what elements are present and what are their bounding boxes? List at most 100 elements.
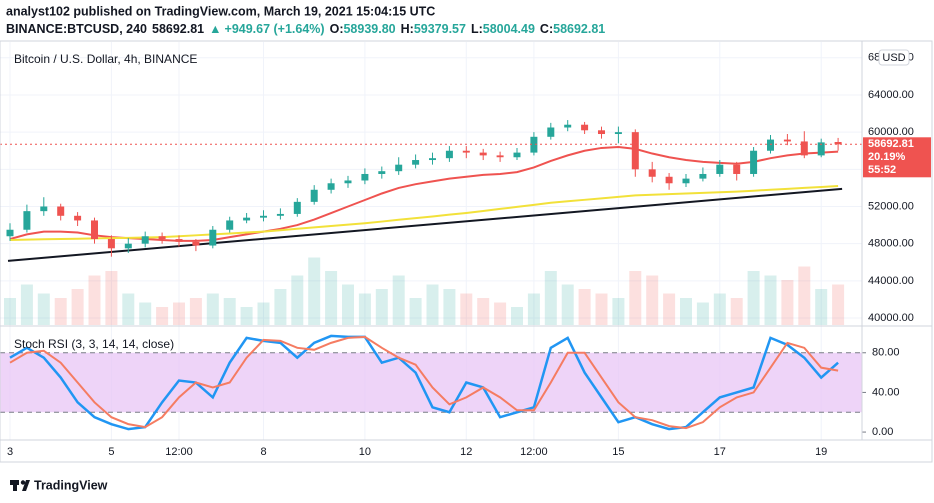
footer-logo (10, 480, 30, 491)
volume-bar (730, 298, 743, 325)
volume-bar (798, 266, 811, 325)
x-tick-label: 5 (108, 446, 114, 458)
volume-bar (342, 284, 354, 325)
candle-body (124, 243, 132, 249)
candle-body (243, 217, 251, 221)
volume-bar (696, 302, 709, 325)
volume-bar (680, 298, 692, 325)
ohlc-value: 58939.80 (343, 22, 395, 36)
candle-body (40, 206, 48, 212)
volume-bar (54, 298, 67, 325)
candle-body (834, 142, 842, 145)
x-tick-label: 10 (359, 446, 371, 458)
last: 58692.81 (152, 22, 204, 36)
change-arrow: ▲ (209, 22, 221, 36)
volume-bar (358, 293, 371, 325)
candle-body (107, 239, 115, 249)
candle-body (23, 211, 31, 230)
candle-body (699, 173, 707, 179)
currency: USD (882, 52, 905, 64)
candle-body (614, 132, 622, 135)
trendline (7, 187, 843, 262)
candle-body (6, 229, 14, 237)
candle-body (733, 164, 741, 174)
candle-body (648, 169, 656, 177)
countdown: 55:52 (868, 164, 896, 176)
candle-body (327, 183, 335, 190)
candle-body (158, 236, 166, 240)
y-tick-label: 40000.00 (868, 312, 914, 324)
change: +949.67 (+1.64%) (225, 22, 325, 36)
x-tick-label: 12:00 (520, 446, 548, 458)
last-price-label: 58692.81 (868, 138, 914, 150)
volume-bar (88, 275, 101, 325)
pane-title: Stoch RSI (3, 3, 14, 14, close) (14, 337, 174, 351)
volume-bar (325, 271, 338, 325)
volume-bar (832, 284, 845, 325)
stoch-line (9, 335, 839, 430)
ohlc-key: L: (471, 22, 483, 36)
ohlc-value: 58004.49 (483, 22, 535, 36)
candle-body (462, 150, 470, 153)
publisher: analyst102 published on TradingView.com,… (6, 4, 435, 18)
candle-body (783, 139, 791, 142)
candle-body (57, 206, 65, 216)
frame (0, 40, 933, 463)
candle-body (175, 239, 183, 242)
y-tick-label: 80.00 (872, 347, 900, 359)
candle-body (91, 220, 98, 240)
candle-body (344, 180, 352, 184)
x-tick-label: 17 (714, 446, 726, 458)
volume-bar (561, 284, 574, 325)
volume-bar (595, 293, 608, 325)
ohlc-value: 59379.57 (414, 22, 466, 36)
x-tick-label: 3 (7, 446, 13, 458)
candle-body (209, 229, 217, 246)
volume-bar (122, 293, 135, 325)
volume-bar (206, 293, 219, 325)
candle-body (513, 152, 521, 158)
volume-bar (544, 271, 557, 325)
y-tick-label: 60000.00 (868, 126, 914, 138)
volume-bar (240, 307, 253, 325)
quote-line: BINANCE:BTCUSD, 240 58692.81 ▲ +949.67 (+1.… (6, 22, 605, 36)
volume-bar (781, 280, 794, 325)
candle-body (293, 201, 301, 214)
candle-body (767, 139, 774, 151)
candle-body (631, 132, 639, 170)
candle-body (479, 152, 487, 156)
candle-body (378, 171, 386, 174)
logo-part (22, 480, 30, 491)
x-tick-label: 12:00 (165, 446, 193, 458)
volume-bar (392, 275, 405, 325)
candle-body (750, 150, 758, 174)
volume-bar (71, 289, 84, 325)
candle-body (716, 164, 724, 174)
volume-bar (494, 302, 507, 325)
volume-bar (257, 302, 270, 325)
volume-bar (747, 271, 760, 325)
y-tick-label: 0.00 (872, 426, 893, 438)
volume-bar (477, 298, 490, 325)
currency-badge (878, 49, 910, 66)
candle-body (395, 164, 403, 172)
volume-bar (426, 284, 439, 325)
logo-part (13, 480, 17, 491)
candle-body (530, 136, 538, 153)
ohlc-value: 58692.81 (553, 22, 605, 36)
x-tick-label: 12 (460, 446, 472, 458)
volume-bar (173, 302, 185, 325)
volume-bar (308, 257, 321, 325)
volume-bar (713, 293, 726, 325)
volume-bar (460, 293, 473, 325)
volume-bar (815, 289, 828, 325)
ohlc-key: O: (330, 22, 344, 36)
volume-bar (4, 298, 16, 325)
volume-bar (189, 298, 202, 325)
candle-body (581, 124, 589, 131)
pane-title: Bitcoin / U.S. Dollar, 4h, BINANCE (14, 52, 197, 66)
stoch-line (9, 334, 839, 431)
candle-body (598, 130, 605, 135)
